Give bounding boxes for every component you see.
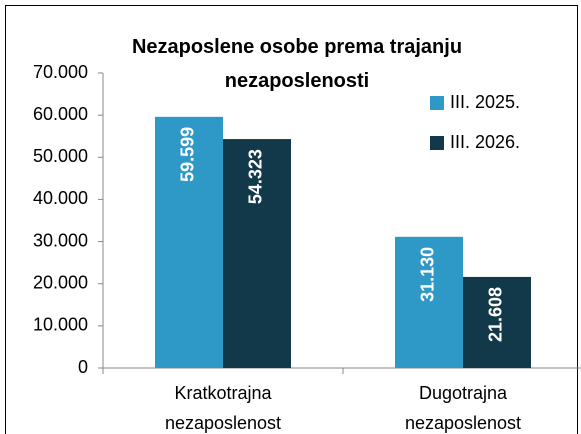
y-tick-label: 70.000	[33, 62, 88, 82]
value-label: 59.599	[178, 127, 198, 182]
bar	[395, 236, 463, 368]
value-label: 54.323	[246, 149, 266, 204]
label-line: Dugotrajna	[419, 383, 508, 403]
y-tick-label: 40.000	[33, 188, 88, 208]
y-tick-label: 10.000	[33, 315, 88, 335]
legend-label: III. 2026.	[450, 132, 520, 152]
legend-swatch	[430, 136, 444, 150]
x-tick-label: Dugotrajna nezaposlenost	[405, 383, 521, 433]
y-tick-label: 0	[78, 357, 88, 377]
label-line: nezaposlenost	[405, 413, 521, 433]
x-tick-label: Kratkotrajna nezaposlenost	[165, 383, 281, 433]
y-tick-label: 60.000	[33, 104, 88, 124]
y-tick-label: 30.000	[33, 230, 88, 250]
value-label: 21.608	[486, 287, 506, 342]
bar	[463, 276, 531, 368]
legend-label: III. 2025.	[450, 92, 520, 112]
value-label: 31.130	[418, 247, 438, 302]
bar	[223, 139, 291, 368]
y-tick-label: 20.000	[33, 272, 88, 292]
label-line: Kratkotrajna	[174, 383, 272, 403]
y-tick-label: 50.000	[33, 146, 88, 166]
label-line: nezaposlenost	[165, 413, 281, 433]
legend-swatch	[430, 96, 444, 110]
bar	[155, 116, 223, 368]
title-line: nezaposlenosti	[225, 70, 369, 92]
title-line: Nezaposlene osobe prema trajanju	[132, 36, 462, 58]
chart-title: Nezaposlene osobe prema trajanju nezaposl…	[132, 36, 462, 92]
